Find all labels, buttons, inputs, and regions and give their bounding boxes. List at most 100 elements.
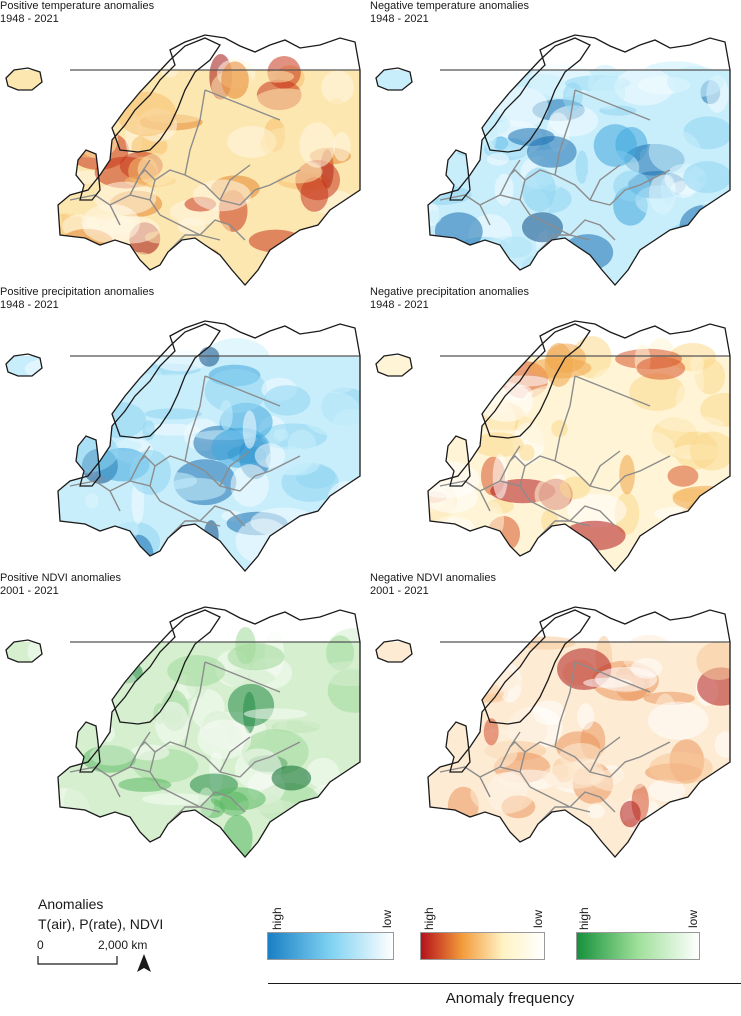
ramp-green-high-label: high [577, 907, 591, 930]
country-border [529, 786, 591, 813]
country-border [219, 736, 251, 773]
coastline [445, 149, 471, 201]
country-border [109, 480, 161, 502]
north-arrow-icon [137, 954, 151, 972]
country-border [149, 455, 186, 487]
scale-max-label: 2,000 km [98, 938, 148, 952]
country-border [184, 89, 206, 176]
panel-title-text: Positive precipitation anomalies [0, 286, 155, 298]
scale-bar [37, 956, 118, 965]
coastline [481, 37, 591, 153]
coastline [57, 320, 361, 572]
legend-subtitle: T(air), P(rate), NDVI [38, 916, 164, 932]
ramp-red-low-label: low [531, 909, 545, 928]
coastline [445, 435, 471, 487]
coastline [5, 639, 43, 663]
country-border [169, 234, 200, 251]
country-border [69, 766, 121, 798]
panel-period: 1948 - 2021 [0, 299, 59, 311]
coastline [57, 606, 361, 858]
panel-title-text: Negative precipitation anomalies [370, 286, 529, 298]
country-border [519, 169, 556, 201]
country-border [204, 661, 281, 693]
map-temp-pos [5, 34, 361, 286]
country-border [539, 234, 570, 251]
coastline [5, 67, 43, 91]
coastline [5, 353, 43, 377]
country-border [554, 460, 611, 492]
country-border [589, 736, 621, 773]
country-border [439, 194, 491, 226]
country-border [589, 450, 621, 487]
country-border [519, 455, 556, 487]
country-border [569, 219, 616, 241]
country-border [184, 174, 241, 206]
coastline [375, 353, 413, 377]
ramp-blue-high-label: high [270, 907, 284, 930]
panel-title-text: Positive NDVI anomalies [0, 572, 122, 584]
coastline [445, 721, 471, 773]
coastline [427, 34, 731, 286]
country-border [509, 169, 526, 181]
country-border [169, 806, 200, 823]
anomaly-raster [376, 336, 730, 571]
country-border [539, 806, 570, 823]
country-border [574, 375, 651, 407]
country-border [239, 455, 301, 492]
country-border [69, 480, 121, 512]
panel-title: Positive temperature anomalies 1948 - 20… [0, 0, 154, 26]
country-border [554, 375, 576, 462]
country-border [479, 194, 531, 216]
map-panel-prec-pos: Positive precipitation anomalies 1948 - … [0, 286, 370, 576]
country-border [69, 194, 121, 226]
coastline [75, 721, 101, 773]
panel-period: 1948 - 2021 [370, 13, 429, 25]
country-border [574, 89, 651, 121]
country-border [574, 661, 651, 693]
panel-period: 2001 - 2021 [370, 585, 429, 597]
country-border [159, 786, 221, 813]
country-border [439, 766, 491, 798]
ramp-red-high-label: high [422, 907, 436, 930]
country-border [149, 169, 186, 201]
country-border [184, 661, 206, 748]
country-border [139, 455, 156, 467]
coastline [111, 323, 221, 439]
country-border [239, 169, 301, 206]
anomaly-raster [376, 634, 730, 857]
country-border [529, 500, 591, 527]
country-border [569, 791, 616, 813]
panel-period: 1948 - 2021 [0, 13, 59, 25]
country-border [479, 766, 531, 788]
legend-ramp-red [420, 932, 545, 960]
country-border [609, 455, 671, 492]
panel-period: 2001 - 2021 [0, 585, 59, 597]
ramp-blue-low-label: low [380, 909, 394, 928]
country-border [139, 169, 156, 181]
map-panel-temp-neg: Negative temperature anomalies 1948 - 20… [370, 0, 740, 290]
country-border [139, 741, 156, 753]
panel-title-text: Negative NDVI anomalies [370, 572, 496, 584]
country-border [519, 741, 556, 773]
country-border [159, 500, 221, 527]
country-border [554, 89, 576, 176]
scale-min-label: 0 [37, 938, 44, 952]
country-border [219, 164, 251, 201]
map-ndvi-pos [5, 606, 361, 858]
coastline [111, 37, 221, 153]
country-border [199, 505, 246, 527]
country-border [184, 746, 241, 778]
country-border [609, 741, 671, 778]
country-border [554, 661, 576, 748]
country-border [109, 194, 161, 216]
country-border [149, 741, 186, 773]
map-prec-neg [375, 320, 731, 572]
coastline [75, 149, 101, 201]
coastline [481, 323, 591, 439]
panel-period: 1948 - 2021 [370, 299, 429, 311]
country-border [589, 164, 621, 201]
country-border [204, 89, 281, 121]
coastline [75, 435, 101, 487]
frequency-label: Anomaly frequency [445, 990, 575, 1007]
map-ndvi-neg [375, 606, 731, 858]
